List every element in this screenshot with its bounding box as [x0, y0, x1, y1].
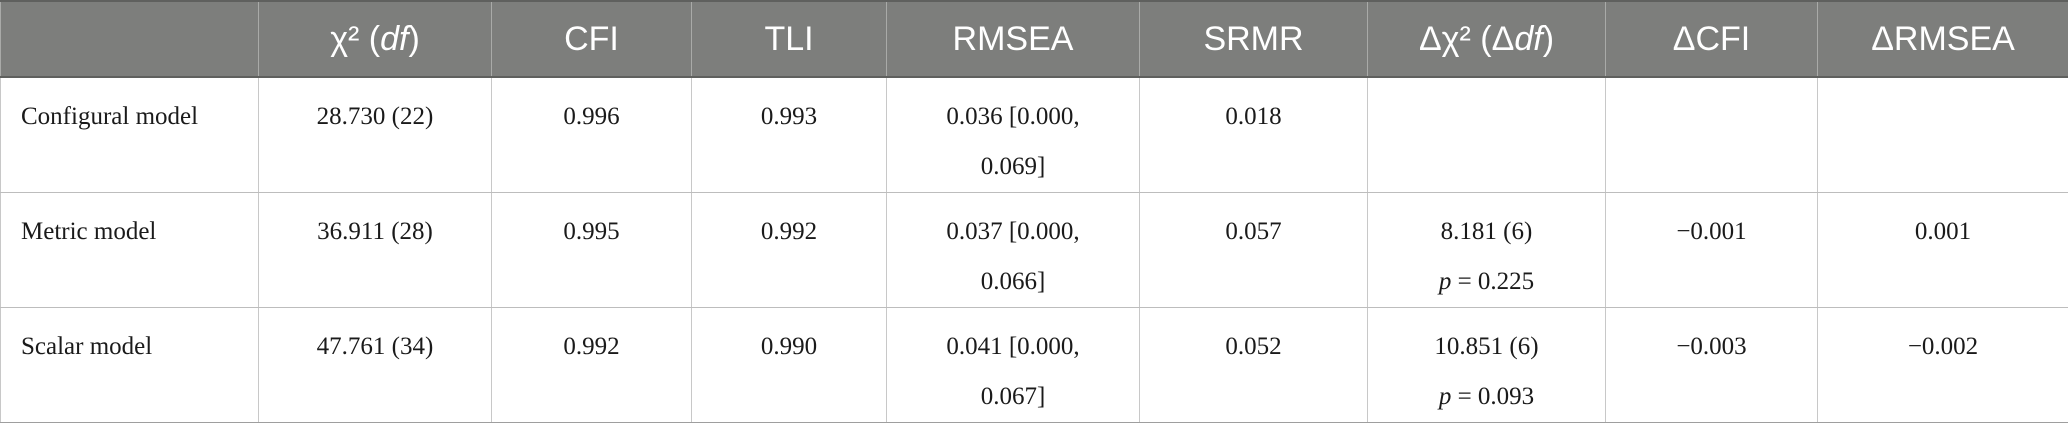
- delta-p-value: p = 0.225: [1438, 268, 1535, 295]
- delta-chi2-value: 10.851 (6): [1434, 333, 1539, 360]
- header-delta-cfi: ΔCFI: [1605, 0, 1818, 78]
- header-row: χ² (df) CFI TLI RMSEA SRMR Δχ² (Δdf) ΔCF…: [0, 0, 2068, 78]
- cell-tli: 0.992: [691, 192, 887, 308]
- rmsea-value: 0.041 [0.000,: [946, 333, 1080, 360]
- cell-srmr: 0.052: [1139, 307, 1368, 423]
- table-body: Configural model 28.730 (22) 0.996 0.993…: [0, 77, 2068, 423]
- table-row: Metric model 36.911 (28) 0.995 0.992 0.0…: [0, 192, 2068, 308]
- rmsea-value: 0.037 [0.000,: [946, 218, 1080, 245]
- cell-delta-rmsea: −0.002: [1817, 307, 2068, 423]
- cell-chi2-df: 36.911 (28): [258, 192, 492, 308]
- cell-cfi: 0.995: [491, 192, 692, 308]
- cell-srmr: 0.057: [1139, 192, 1368, 308]
- cell-rmsea: 0.036 [0.000, 0.069]: [886, 77, 1140, 193]
- header-srmr: SRMR: [1139, 0, 1368, 78]
- rmsea-ci-upper: 0.066]: [980, 268, 1046, 295]
- cell-delta-chi2-df: [1367, 77, 1606, 193]
- cell-srmr: 0.018: [1139, 77, 1368, 193]
- cell-rmsea: 0.041 [0.000, 0.067]: [886, 307, 1140, 423]
- delta-chi2-value: 8.181 (6): [1440, 218, 1533, 245]
- rmsea-ci-upper: 0.069]: [980, 153, 1046, 180]
- table-row: Scalar model 47.761 (34) 0.992 0.990 0.0…: [0, 307, 2068, 423]
- cell-model: Scalar model: [0, 307, 259, 423]
- header-delta-chi2-df: Δχ² (Δdf): [1367, 0, 1606, 78]
- cell-tli: 0.993: [691, 77, 887, 193]
- cell-delta-cfi: [1605, 77, 1818, 193]
- cell-model: Metric model: [0, 192, 259, 308]
- header-rmsea: RMSEA: [886, 0, 1140, 78]
- cell-delta-chi2-df: 10.851 (6) p = 0.093: [1367, 307, 1606, 423]
- cell-rmsea: 0.037 [0.000, 0.066]: [886, 192, 1140, 308]
- header-model: [0, 0, 259, 78]
- table-row: Configural model 28.730 (22) 0.996 0.993…: [0, 77, 2068, 193]
- cell-chi2-df: 28.730 (22): [258, 77, 492, 193]
- cell-delta-cfi: −0.003: [1605, 307, 1818, 423]
- cell-model: Configural model: [0, 77, 259, 193]
- cell-tli: 0.990: [691, 307, 887, 423]
- cell-delta-chi2-df: 8.181 (6) p = 0.225: [1367, 192, 1606, 308]
- cell-cfi: 0.996: [491, 77, 692, 193]
- header-delta-rmsea: ΔRMSEA: [1817, 0, 2068, 78]
- cell-delta-rmsea: [1817, 77, 2068, 193]
- cell-chi2-df: 47.761 (34): [258, 307, 492, 423]
- header-chi2-df: χ² (df): [258, 0, 492, 78]
- cell-delta-rmsea: 0.001: [1817, 192, 2068, 308]
- table-header: χ² (df) CFI TLI RMSEA SRMR Δχ² (Δdf) ΔCF…: [0, 0, 2068, 78]
- rmsea-value: 0.036 [0.000,: [946, 103, 1080, 130]
- header-cfi: CFI: [491, 0, 692, 78]
- cell-delta-cfi: −0.001: [1605, 192, 1818, 308]
- cell-cfi: 0.992: [491, 307, 692, 423]
- delta-p-value: p = 0.093: [1438, 383, 1535, 410]
- header-tli: TLI: [691, 0, 887, 78]
- rmsea-ci-upper: 0.067]: [980, 383, 1046, 410]
